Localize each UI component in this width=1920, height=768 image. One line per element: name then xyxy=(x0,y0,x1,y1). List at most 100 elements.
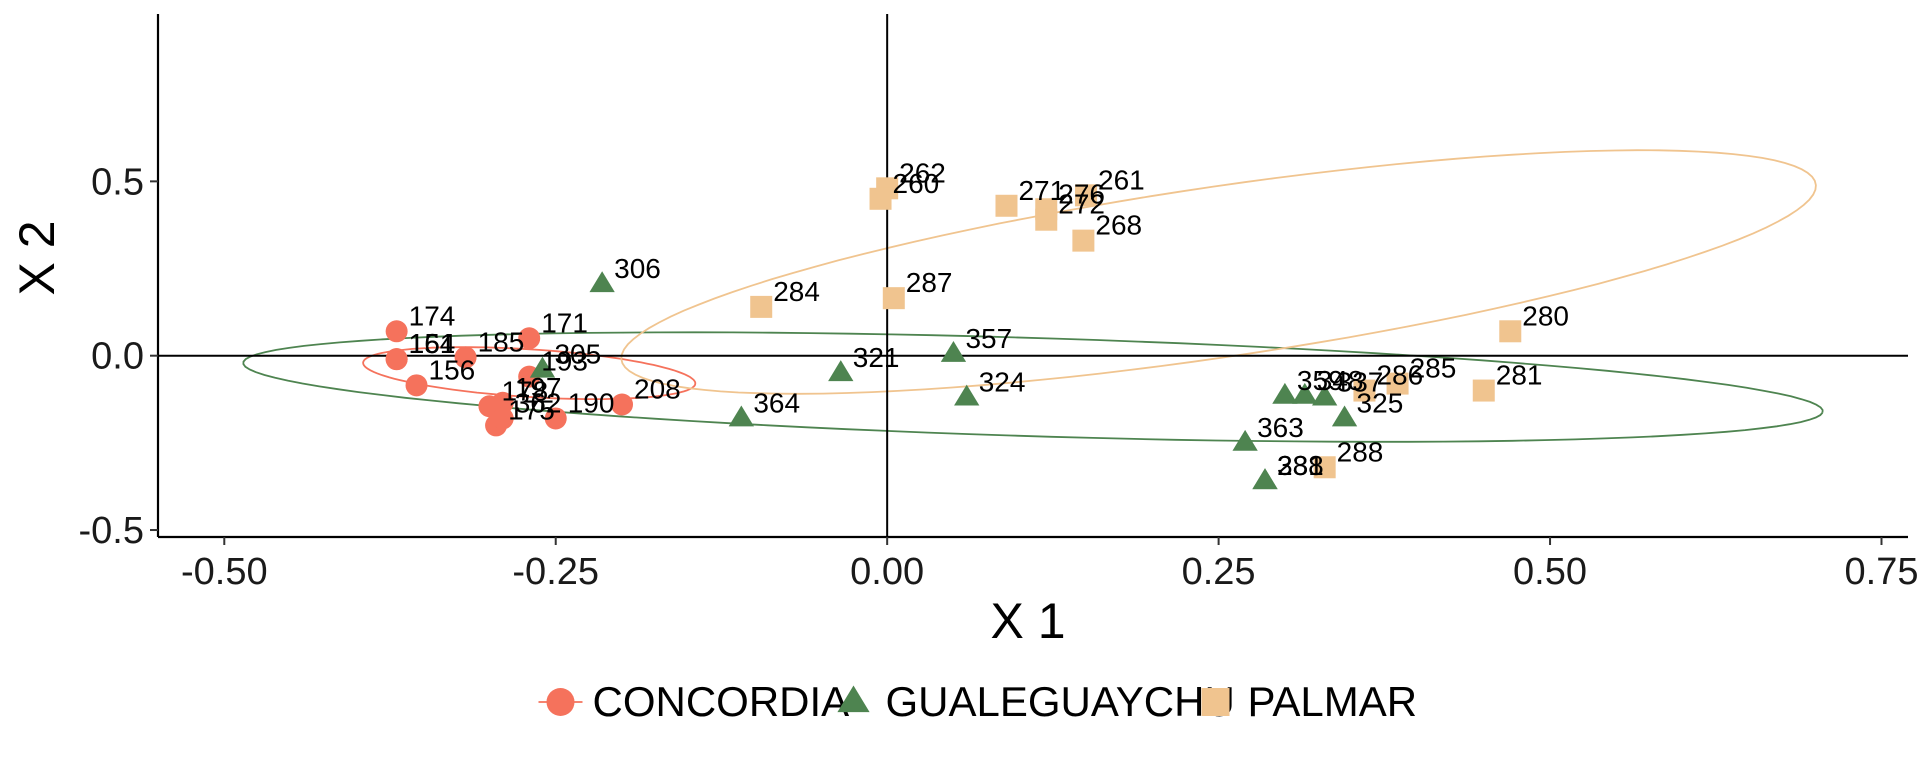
point-label: 362 xyxy=(515,387,562,418)
point-label: 154 xyxy=(409,328,456,359)
legend-triangle-icon xyxy=(837,685,870,713)
data-point xyxy=(1331,405,1358,427)
point-label: 284 xyxy=(773,276,820,307)
x-tick-label: 0.25 xyxy=(1182,551,1256,593)
data-point xyxy=(529,356,556,378)
data-point xyxy=(750,295,773,318)
data-point xyxy=(1292,382,1318,404)
point-label: 331 xyxy=(1277,450,1324,481)
axes: -0.50 -0.25 0.00 0.25 0.50 0.75 -0.5 0.0 0.5 xyxy=(79,14,1919,593)
data-point xyxy=(454,346,477,369)
data-point xyxy=(1499,320,1522,343)
data-point xyxy=(1312,384,1338,406)
x-axis-title: X 1 xyxy=(990,593,1065,649)
data-point xyxy=(882,287,905,310)
point-label: 156 xyxy=(429,354,476,385)
x-tick-label: 0.50 xyxy=(1513,551,1587,593)
data-point xyxy=(589,271,615,293)
data-point xyxy=(1386,372,1409,395)
point-label: 325 xyxy=(1357,387,1404,418)
data-point xyxy=(1272,382,1298,404)
point-label: 178 xyxy=(501,375,548,406)
ellipse-palmar xyxy=(620,149,1817,395)
legend-item-concordia: CONCORDIA xyxy=(538,678,850,725)
x-tick-label: -0.25 xyxy=(512,551,599,593)
data-point xyxy=(1035,208,1058,231)
point-label: 280 xyxy=(1522,300,1569,331)
data-point xyxy=(518,327,541,350)
point-label: 306 xyxy=(614,253,661,284)
data-point xyxy=(728,405,754,427)
point-label: 321 xyxy=(853,342,900,373)
data-point xyxy=(1472,379,1495,402)
data-point xyxy=(1075,184,1098,207)
point-label: 288 xyxy=(1277,450,1324,481)
data-point xyxy=(1072,229,1095,252)
data-point xyxy=(611,393,634,416)
point-label: 208 xyxy=(634,374,681,405)
legend-label: PALMAR xyxy=(1248,678,1418,725)
data-point xyxy=(995,194,1018,217)
point-label: 285 xyxy=(1410,353,1457,384)
point-label: 363 xyxy=(1257,412,1304,443)
point-label: 161 xyxy=(409,328,456,359)
y-tick-label: -0.5 xyxy=(79,510,144,552)
data-point xyxy=(491,407,514,430)
legend-item-gualeguaychu: GUALEGUAYCHU xyxy=(837,678,1235,725)
point-label: 348 xyxy=(1317,365,1364,396)
legend-square-icon xyxy=(1201,688,1230,716)
ellipse-gualeguaychu xyxy=(242,331,1824,443)
reference-lines xyxy=(158,14,1908,537)
y-tick-label: 0.5 xyxy=(91,161,144,203)
point-label: 357 xyxy=(965,323,1012,354)
point-label: 272 xyxy=(1058,189,1105,220)
data-point xyxy=(954,384,980,406)
point-label: 197 xyxy=(515,372,562,403)
data-point xyxy=(940,340,967,362)
point-label: 286 xyxy=(1376,360,1423,391)
y-tick-label: 0.0 xyxy=(91,336,144,378)
ellipse-concordia xyxy=(362,346,697,401)
point-label: 288 xyxy=(1337,436,1384,467)
legend: CONCORDIA GUALEGUAYCHU PALMAR xyxy=(538,678,1418,725)
data-point xyxy=(1232,429,1258,451)
point-label: 359 xyxy=(1297,365,1344,396)
x-tick-label: 0.00 xyxy=(850,551,924,593)
data-points xyxy=(385,177,1522,490)
point-label: 364 xyxy=(753,387,800,418)
data-point xyxy=(1353,379,1376,402)
point-label: 276 xyxy=(1058,178,1105,209)
x-tick-label: -0.50 xyxy=(181,551,268,593)
confidence-ellipses xyxy=(242,149,1824,443)
point-label: 190 xyxy=(568,387,615,418)
point-label: 324 xyxy=(979,367,1026,398)
point-label: 305 xyxy=(554,339,601,370)
data-point xyxy=(1252,468,1278,490)
y-axis-title: X 2 xyxy=(9,220,65,295)
legend-item-palmar: PALMAR xyxy=(1201,678,1418,725)
data-point xyxy=(544,407,567,430)
legend-label: CONCORDIA xyxy=(593,678,850,725)
data-point xyxy=(869,187,892,210)
x-tick-label: 0.75 xyxy=(1845,551,1919,593)
data-point xyxy=(828,360,854,382)
point-label: 174 xyxy=(409,300,456,331)
point-label: 337 xyxy=(1337,367,1384,398)
data-point xyxy=(1313,456,1336,479)
point-label: 271 xyxy=(1018,175,1065,206)
point-label: 260 xyxy=(893,168,940,199)
data-point xyxy=(405,374,428,397)
data-point xyxy=(385,320,408,343)
point-label: 171 xyxy=(541,307,588,338)
point-label: 185 xyxy=(478,326,525,357)
legend-label: GUALEGUAYCHU xyxy=(886,678,1235,725)
point-label: 175 xyxy=(508,394,555,425)
point-label: 268 xyxy=(1095,210,1142,241)
point-label: 281 xyxy=(1496,360,1543,391)
point-label: 262 xyxy=(899,157,946,188)
point-label: 261 xyxy=(1098,164,1145,195)
point-label: 287 xyxy=(906,267,953,298)
legend-circle-icon xyxy=(546,688,575,716)
